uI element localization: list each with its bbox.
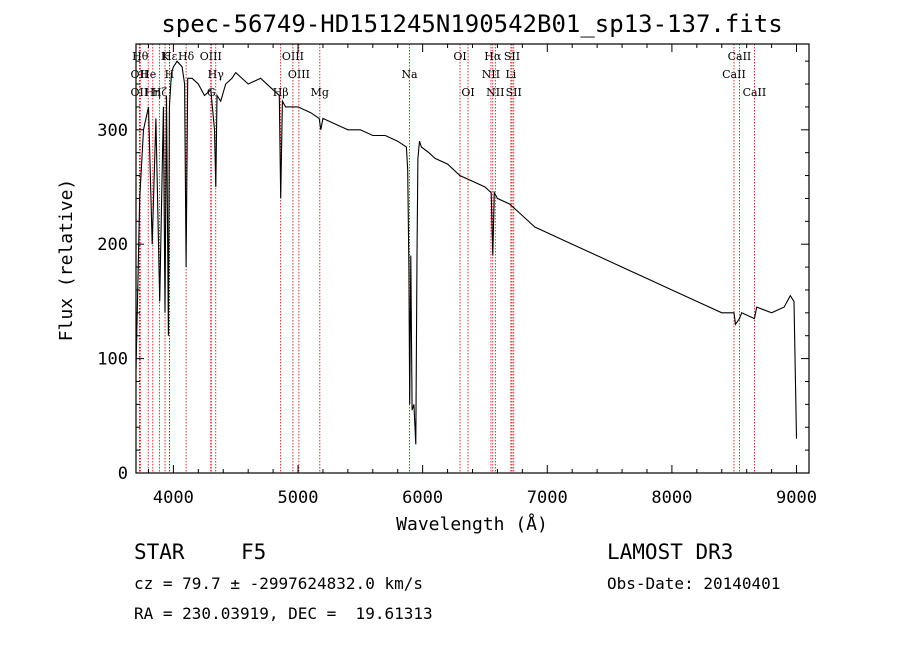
- obs-date: Obs-Date: 20140401: [607, 574, 781, 593]
- marker-label: Hε: [162, 50, 178, 63]
- marker-label: NII: [482, 68, 500, 81]
- marker-label: Hβ: [273, 86, 289, 99]
- marker-label: He: [140, 68, 156, 81]
- x-tick-label: 7000: [527, 488, 568, 508]
- marker-label: NII: [486, 86, 504, 99]
- marker-label: OIII: [200, 50, 222, 63]
- marker-label: OII: [131, 86, 149, 99]
- marker-label: CaII: [743, 86, 767, 99]
- marker-label: OIII: [288, 68, 310, 81]
- y-tick-label: 0: [118, 464, 128, 484]
- marker-label: Hα: [484, 50, 502, 63]
- marker-label: Li: [505, 68, 516, 81]
- chart-title: spec-56749-HD151245N190542B01_sp13-137.f…: [161, 10, 782, 38]
- x-tick-label: 4000: [153, 488, 194, 508]
- marker-label: OII: [131, 68, 149, 81]
- x-tick-label: 8000: [651, 488, 692, 508]
- marker-label: OI: [461, 86, 474, 99]
- survey-label: LAMOST DR3: [607, 540, 734, 564]
- line-markers: [138, 44, 755, 473]
- marker-label: OIII: [282, 50, 304, 63]
- marker-label: Hθ: [132, 50, 149, 63]
- marker-label: OI: [453, 50, 466, 63]
- marker-label: Hγ: [208, 68, 225, 81]
- marker-label: CaII: [722, 68, 746, 81]
- cz-readout: cz = 79.7 ± -2997624832.0 km/s: [134, 574, 423, 593]
- marker-label: Mg: [311, 86, 329, 99]
- spectrum-line: [135, 60, 798, 445]
- marker-label: K: [161, 50, 170, 63]
- marker-label: CaII: [728, 50, 752, 63]
- x-axis-label: Wavelength (Å): [396, 513, 548, 535]
- subclass: F5: [241, 540, 267, 564]
- coordinates: RA = 230.03919, DEC = 19.61313: [134, 604, 433, 623]
- x-tick-label: 9000: [776, 488, 817, 508]
- marker-label: SII: [506, 86, 522, 99]
- marker-label: Hη: [145, 86, 161, 99]
- y-axis-ticks: 0 100 200 300: [97, 60, 809, 484]
- marker-label: Hζ: [152, 86, 168, 99]
- y-tick-label: 100: [97, 350, 128, 370]
- x-tick-label: 5000: [278, 488, 319, 508]
- y-axis-label: Flux (relative): [56, 179, 77, 342]
- marker-label: H: [165, 68, 175, 81]
- x-axis-ticks: 4000 5000 6000 7000 8000 9000: [147, 44, 817, 508]
- marker-label: SII: [504, 50, 520, 63]
- marker-label: Na: [401, 68, 418, 81]
- y-tick-label: 300: [97, 121, 128, 141]
- object-type: STAR: [134, 540, 185, 564]
- x-tick-label: 6000: [402, 488, 443, 508]
- marker-label: Hδ: [178, 50, 195, 63]
- y-tick-label: 200: [97, 235, 128, 255]
- plot-frame: [135, 43, 810, 474]
